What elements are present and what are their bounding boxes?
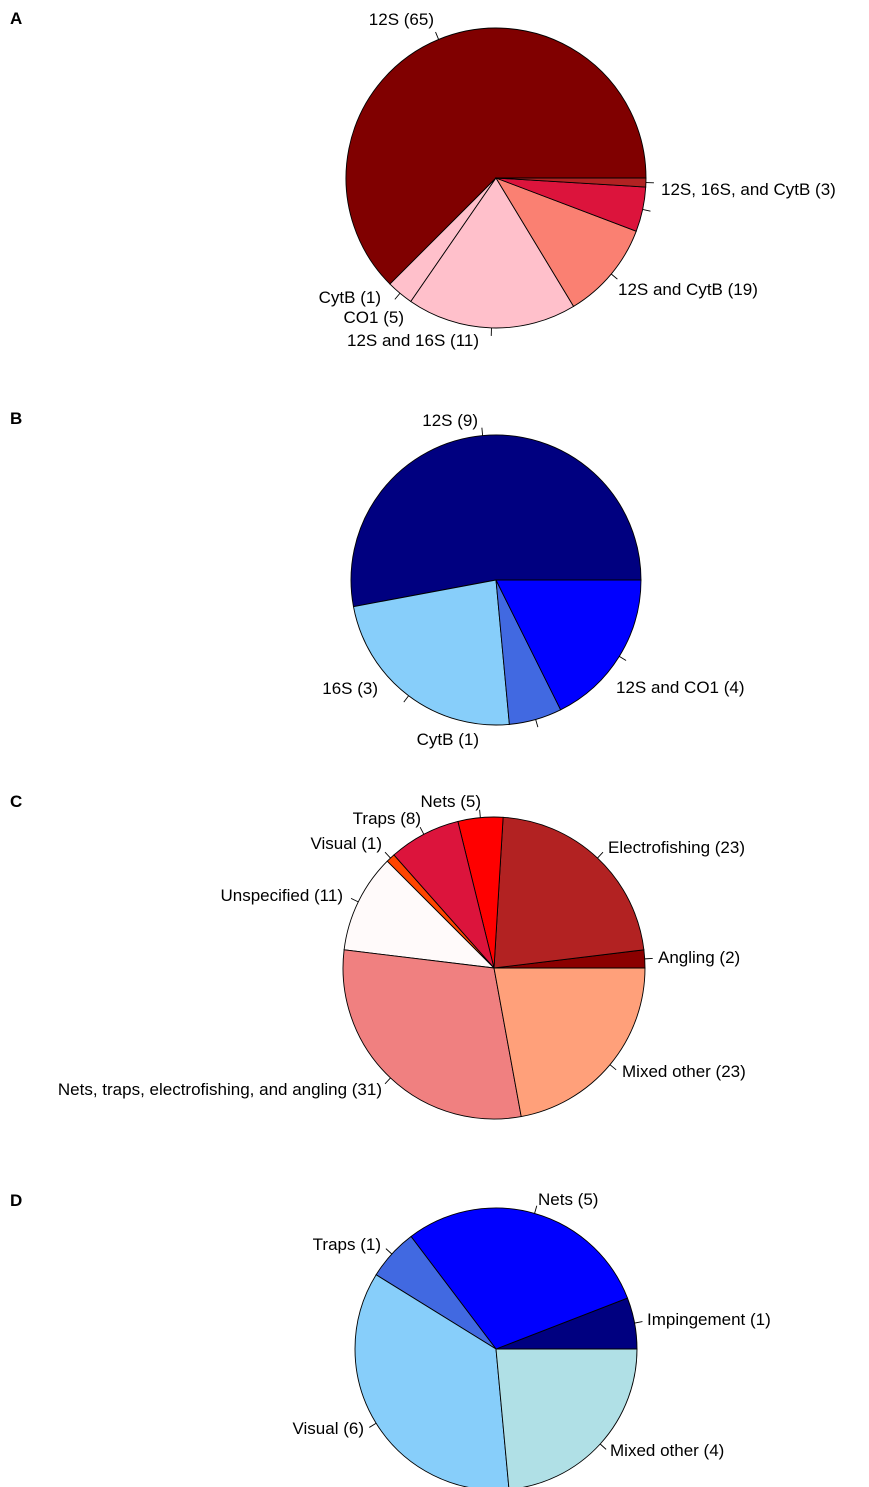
leader-line-12s-65 bbox=[435, 31, 440, 40]
leader-line-visual-6 bbox=[369, 1422, 377, 1428]
leader-line-impingement-1 bbox=[634, 1321, 643, 1324]
leader-line-traps-8 bbox=[419, 827, 425, 835]
leader-line-mixed-other-4 bbox=[599, 1443, 607, 1450]
pie-slice-nets-5 bbox=[410, 1207, 629, 1350]
leader-line-nets-5 bbox=[479, 809, 481, 818]
leader-line-mixed-other-23 bbox=[609, 1064, 617, 1071]
panel-letter-d: D bbox=[10, 1191, 22, 1210]
pie-slice-16s-3 bbox=[495, 579, 642, 711]
pie-slice-12s-65 bbox=[345, 27, 647, 285]
slice-label-visual-6: Visual (6) bbox=[293, 1419, 365, 1438]
leader-line-12s-and-16s-11 bbox=[610, 273, 618, 280]
slice-label-nets-5: Nets (5) bbox=[538, 1190, 598, 1209]
slice-label-12s-and-co1-4: 12S and CO1 (4) bbox=[616, 678, 745, 697]
leader-line-12s-and-co1-4 bbox=[403, 695, 409, 703]
slice-label-cytb-1: CytB (1) bbox=[417, 730, 479, 749]
slice-label-12s-65: 12S (65) bbox=[369, 10, 434, 29]
leader-line-12s-9 bbox=[481, 427, 484, 436]
slice-label-12s-and-cytb-19: 12S and CytB (19) bbox=[618, 280, 758, 299]
leader-line-cytb-1 bbox=[535, 719, 539, 728]
slice-label-12s-16s-and-cytb-3: 12S, 16S, and CytB (3) bbox=[661, 180, 836, 199]
leader-line-unspecified-11 bbox=[350, 897, 359, 903]
slice-label-co1-5: CO1 (5) bbox=[344, 308, 404, 327]
slice-label-mixed-other-4: Mixed other (4) bbox=[610, 1441, 724, 1460]
slice-label-traps-8: Traps (8) bbox=[353, 809, 421, 828]
slice-label-visual-1: Visual (1) bbox=[311, 834, 383, 853]
panel-b: B 12S (9) 12S and CO1 (4) CytB (1) 16S (3) bbox=[10, 409, 745, 749]
panel-letter-a: A bbox=[10, 9, 22, 28]
panel-d: D Impingement (1) Nets (5) Traps (1) Visual… bbox=[10, 1190, 771, 1487]
slice-label-unspecified-11: Unspecified (11) bbox=[220, 886, 343, 905]
panel-c: C Angling (2) Electrofishing (23) Nets (5)… bbox=[10, 792, 746, 1120]
leader-line-traps-1 bbox=[385, 1248, 393, 1255]
leader-line-nets-traps-electrofishing-and-angling-31 bbox=[384, 1077, 391, 1085]
leader-line-co1-5 bbox=[642, 209, 651, 212]
leader-line-electrofishing-23 bbox=[597, 851, 604, 859]
slice-label-nets-5: Nets (5) bbox=[421, 792, 481, 811]
leader-line-16s-3 bbox=[619, 655, 627, 661]
panel-letter-b: B bbox=[10, 409, 22, 428]
pie-slice-12s-and-cytb-19 bbox=[410, 177, 575, 329]
slice-label-angling-2: Angling (2) bbox=[658, 948, 740, 967]
panel-letter-c: C bbox=[10, 792, 22, 811]
panel-a: A 12S (65) 12S, 16S, and CytB (3) 12S and … bbox=[10, 9, 836, 350]
leader-line-12s-16s-and-cytb-3 bbox=[394, 292, 401, 300]
leader-line-nets-5 bbox=[534, 1205, 538, 1214]
slice-label-traps-1: Traps (1) bbox=[313, 1235, 381, 1254]
slice-label-mixed-other-23: Mixed other (23) bbox=[622, 1062, 746, 1081]
leader-line-visual-1 bbox=[384, 851, 391, 859]
slice-label-cytb-1: CytB (1) bbox=[319, 288, 381, 307]
pie-slice-mixed-other-23 bbox=[493, 967, 646, 1118]
slice-label-12s-and-16s-11: 12S and 16S (11) bbox=[347, 331, 479, 350]
pie-slice-electrofishing-23 bbox=[493, 816, 645, 969]
slice-label-nets-traps-electrofishing-and-angling-31: Nets, traps, electrofishing, and angling… bbox=[58, 1080, 382, 1099]
slice-label-12s-9: 12S (9) bbox=[422, 411, 478, 430]
slice-label-electrofishing-23: Electrofishing (23) bbox=[608, 838, 745, 857]
slice-label-16s-3: 16S (3) bbox=[322, 679, 378, 698]
slice-label-impingement-1: Impingement (1) bbox=[647, 1310, 771, 1329]
pie-slice-12s-9 bbox=[350, 434, 642, 608]
pie-slice-mixed-other-4 bbox=[495, 1348, 638, 1487]
